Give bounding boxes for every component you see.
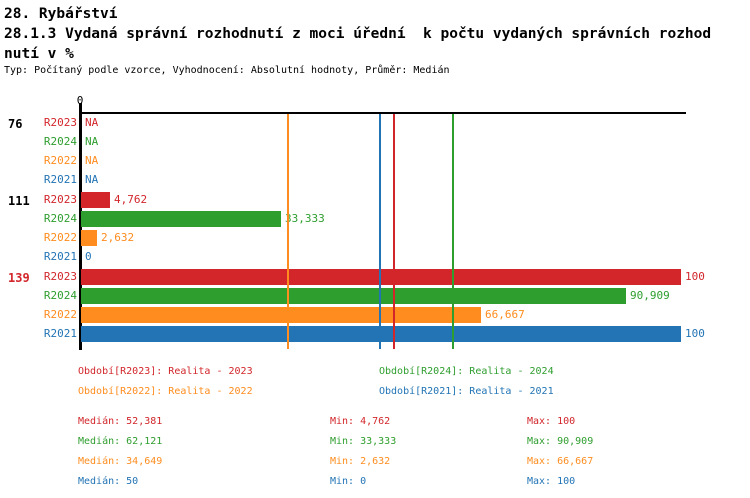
median-line: [393, 114, 395, 349]
bar-value-label: NA: [85, 154, 99, 167]
median-line: [379, 114, 381, 349]
bar: [81, 192, 110, 208]
bar-value-label: 90,909: [630, 289, 670, 302]
stat-min: Min: 0: [330, 476, 367, 487]
bar-value-label: 0: [85, 250, 92, 263]
y-axis-line: [79, 103, 82, 350]
stat-median: Medián: 50: [78, 476, 139, 487]
series-label: R2024: [43, 289, 77, 302]
stat-median: Medián: 52,381: [78, 416, 163, 427]
bar: [81, 326, 681, 342]
bar-value-label: 100: [685, 327, 705, 340]
legend-item: Období[R2021]: Realita - 2021: [379, 386, 554, 397]
bar: [81, 269, 681, 285]
report-subtitle-line2: nutí v %: [4, 46, 74, 62]
bar-value-label: 66,667: [485, 308, 525, 321]
series-label: R2022: [43, 308, 77, 321]
stat-median: Medián: 62,121: [78, 436, 163, 447]
stat-max: Max: 100: [527, 476, 576, 487]
stat-min: Min: 33,333: [330, 436, 397, 447]
bar: [81, 230, 97, 246]
stat-max: Max: 100: [527, 416, 576, 427]
report-meta: Typ: Počítaný podle vzorce, Vyhodnocení:…: [4, 65, 450, 76]
axis-tick-label-zero: 0: [76, 94, 84, 107]
bar: [81, 307, 481, 323]
bar: [81, 288, 626, 304]
stat-max: Max: 90,909: [527, 436, 594, 447]
group-label: 76: [8, 117, 23, 131]
legend-item: Období[R2022]: Realita - 2022: [78, 386, 253, 397]
legend-item: Období[R2024]: Realita - 2024: [379, 366, 554, 377]
report-title: 28. Rybářství: [4, 6, 118, 22]
group-label: 111: [8, 194, 30, 208]
stat-min: Min: 2,632: [330, 456, 391, 467]
bar: [81, 211, 281, 227]
stat-median: Medián: 34,649: [78, 456, 163, 467]
series-label: R2023: [43, 116, 77, 129]
bar-value-label: 33,333: [285, 212, 325, 225]
series-label: R2023: [43, 270, 77, 283]
stat-max: Max: 66,667: [527, 456, 594, 467]
bar-value-label: NA: [85, 135, 99, 148]
median-line: [452, 114, 454, 349]
stat-min: Min: 4,762: [330, 416, 391, 427]
bar-value-label: 100: [685, 270, 705, 283]
legend-item: Období[R2023]: Realita - 2023: [78, 366, 253, 377]
bar-value-label: NA: [85, 116, 99, 129]
group-label: 139: [8, 271, 30, 285]
x-axis-line: [80, 112, 686, 114]
series-label: R2023: [43, 193, 77, 206]
series-label: R2022: [43, 231, 77, 244]
series-label: R2024: [43, 212, 77, 225]
bar-value-label: NA: [85, 173, 99, 186]
median-line: [287, 114, 289, 349]
bar-value-label: 4,762: [114, 193, 148, 206]
series-label: R2021: [43, 173, 77, 186]
report-subtitle-line1: 28.1.3 Vydaná správní rozhodnutí z moci …: [4, 26, 712, 42]
series-label: R2021: [43, 327, 77, 340]
series-label: R2021: [43, 250, 77, 263]
bar-value-label: 2,632: [101, 231, 135, 244]
series-label: R2024: [43, 135, 77, 148]
series-label: R2022: [43, 154, 77, 167]
